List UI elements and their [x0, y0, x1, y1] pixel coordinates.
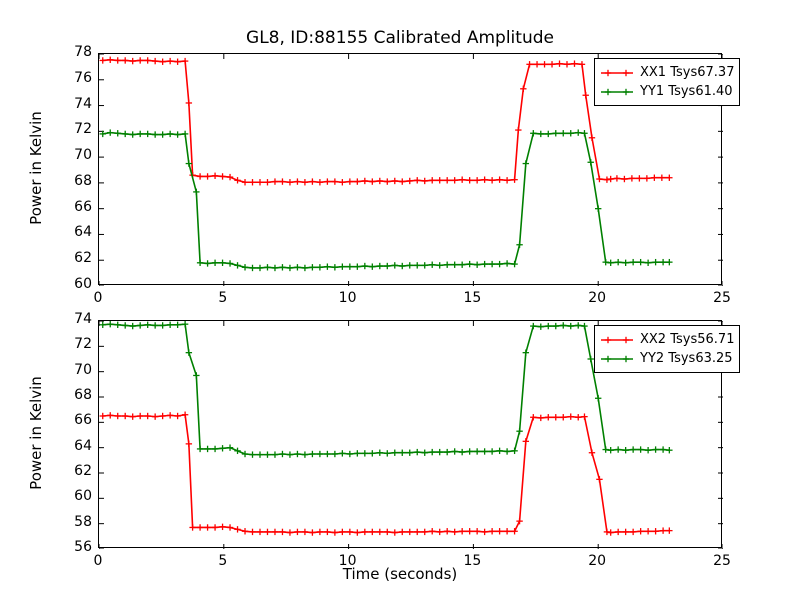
x-tick-label: 5: [218, 553, 228, 569]
legend-swatch-line-icon: [599, 352, 635, 366]
legend-label: XX2 Tsys56.71: [640, 332, 735, 347]
x-tick-label: 15: [463, 290, 482, 306]
legend-top[interactable]: XX1 Tsys67.37 YY1 Tsys61.40: [594, 58, 741, 106]
y-tick-label: 74: [74, 311, 92, 327]
legend-entry[interactable]: YY1 Tsys61.40: [599, 82, 734, 101]
y-tick-label: 72: [74, 336, 92, 353]
y-tick-label: 64: [74, 437, 92, 454]
x-tick-label: 25: [713, 290, 731, 306]
chart-panel-bottom: [98, 320, 723, 549]
legend-entry[interactable]: YY2 Tsys63.25: [599, 349, 734, 368]
y-tick-label: 66: [74, 412, 92, 429]
legend-swatch-line-icon: [599, 85, 635, 99]
y-axis-label-top: Power in Kelvin: [27, 111, 45, 225]
y-tick-label: 66: [74, 198, 92, 215]
y-tick-label: 76: [74, 69, 92, 86]
x-tick-label: 20: [588, 290, 607, 306]
y-tick-label: 62: [74, 463, 92, 479]
series-0: [99, 56, 673, 186]
y-tick-label: 68: [74, 387, 92, 403]
y-tick-label: 70: [74, 361, 92, 378]
series-1: [99, 129, 673, 272]
x-tick-label: 5: [218, 290, 228, 306]
y-axis-label-bottom: Power in Kelvin: [27, 376, 45, 490]
series-line: [101, 413, 671, 534]
legend-label: YY2 Tsys63.25: [640, 351, 733, 366]
y-tick-label: 64: [74, 224, 92, 241]
x-axis-label: Time (seconds): [342, 565, 458, 583]
x-tick-label: 10: [338, 553, 357, 569]
legend-label: XX1 Tsys67.37: [640, 65, 735, 80]
y-tick-label: 74: [74, 95, 92, 112]
x-tick-label: 15: [463, 553, 482, 569]
legend-swatch-line-icon: [599, 333, 635, 347]
series-line: [101, 131, 671, 269]
series-0: [99, 411, 673, 536]
y-tick-label: 62: [74, 250, 92, 267]
x-tick-label: 20: [588, 553, 607, 569]
legend-label: YY1 Tsys61.40: [640, 84, 733, 99]
legend-bottom[interactable]: XX2 Tsys56.71 YY2 Tsys63.25: [594, 325, 741, 373]
plot-area-top: [99, 54, 723, 286]
y-tick-label: 60: [74, 488, 92, 505]
y-tick-label: 72: [74, 121, 92, 138]
y-tick-label: 56: [74, 539, 92, 555]
x-tick-label: 0: [93, 553, 103, 569]
x-tick-label: 0: [93, 290, 103, 306]
x-tick-label: 25: [713, 553, 731, 569]
y-tick-label: 70: [74, 147, 92, 164]
x-tick-label: 10: [338, 290, 357, 306]
y-tick-label: 78: [74, 44, 92, 60]
legend-entry[interactable]: XX1 Tsys67.37: [599, 63, 734, 82]
plot-area-bottom: [99, 321, 723, 549]
series-1: [99, 321, 673, 458]
y-tick-label: 60: [74, 276, 92, 292]
y-tick-label: 58: [74, 513, 92, 530]
legend-swatch-line-icon: [599, 66, 635, 80]
legend-entry[interactable]: XX2 Tsys56.71: [599, 330, 734, 349]
page-title: GL8, ID:88155 Calibrated Amplitude: [246, 28, 554, 48]
y-tick-label: 68: [74, 172, 92, 189]
